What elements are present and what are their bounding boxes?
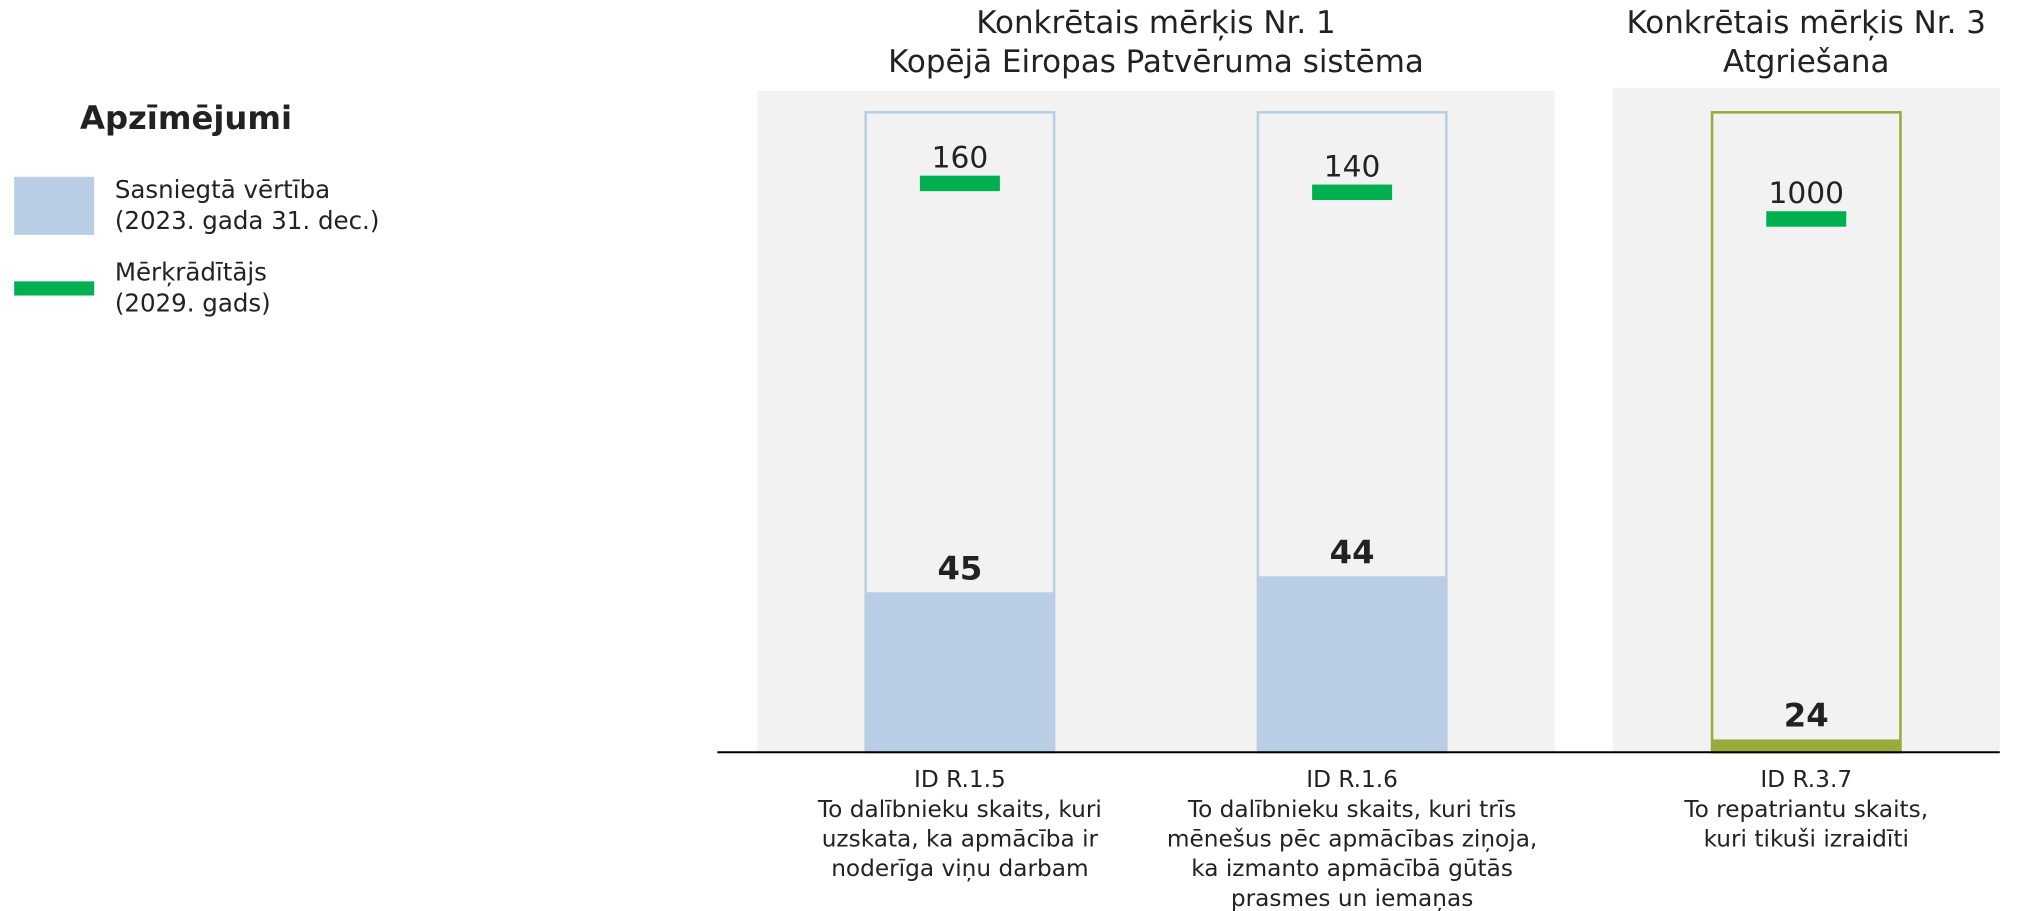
category-label: noderīga viņu darbam <box>831 855 1088 882</box>
legend-label: (2029. gads) <box>115 289 271 318</box>
category-label: mēnešus pēc apmācības ziņoja, <box>1167 825 1537 852</box>
category-label: ID R.1.6 <box>1306 766 1398 793</box>
legend-swatch <box>14 281 95 296</box>
target-label: 140 <box>1324 148 1381 183</box>
panel-title: Konkrētais mērķis Nr. 3 <box>1627 5 1987 41</box>
target-marker <box>1766 211 1847 227</box>
target-label: 160 <box>932 139 989 174</box>
legend-label: Sasniegtā vērtība <box>115 175 330 204</box>
category-label: kuri tikuši izraidīti <box>1704 825 1909 852</box>
legend-swatch <box>14 176 95 235</box>
panel-title: Konkrētais mērķis Nr. 1 <box>976 5 1336 41</box>
category-label: ka izmanto apmācībā gūtās <box>1191 855 1513 882</box>
category-label: ID R.1.5 <box>914 766 1006 793</box>
panel-title: Kopējā Eiropas Patvēruma sistēma <box>888 44 1424 80</box>
category-label: To dalībnieku skaits, kuri <box>817 796 1102 823</box>
bar <box>1257 576 1447 753</box>
category-label: prasmes un iemaņas <box>1231 885 1473 911</box>
value-label: 45 <box>937 549 982 587</box>
legend-label: (2023. gada 31. dec.) <box>115 206 380 235</box>
target-marker <box>919 175 1000 192</box>
value-label: 24 <box>1784 697 1829 735</box>
value-label: 44 <box>1330 533 1375 571</box>
panel-bg <box>1612 87 2000 753</box>
bar <box>1712 739 1901 753</box>
legend-label: Mērķrādītājs <box>115 258 267 287</box>
category-label: ID R.3.7 <box>1760 766 1852 793</box>
target-marker <box>1312 184 1393 201</box>
target-label: 1000 <box>1769 175 1844 210</box>
category-label: To dalībnieku skaits, kuri trīs <box>1187 796 1517 823</box>
legend-title: Apzīmējumi <box>80 99 292 137</box>
bar <box>865 592 1055 753</box>
category-label: uzskata, ka apmācība ir <box>822 825 1099 852</box>
panel-title: Atgriešana <box>1723 44 1889 80</box>
category-label: To repatriantu skaits, <box>1683 796 1928 823</box>
